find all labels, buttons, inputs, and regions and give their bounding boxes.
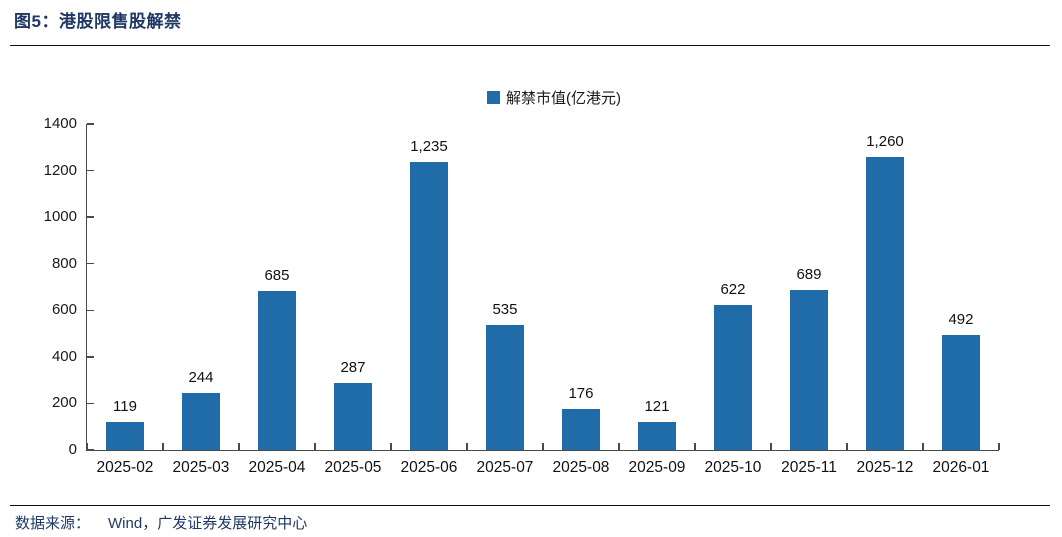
bar: [182, 393, 220, 450]
x-axis-category-label: 2025-10: [704, 459, 762, 476]
x-axis-category-label: 2025-09: [628, 459, 686, 476]
y-axis-tick: [87, 216, 94, 218]
bar-value-label: 1,235: [410, 138, 448, 156]
x-axis-category-label: 2026-01: [932, 459, 990, 476]
bar-value-label: 685: [264, 266, 290, 284]
bar: [562, 409, 600, 450]
top-divider: [10, 45, 1050, 46]
y-axis-tick-label: 1000: [43, 208, 77, 226]
y-axis-tick-label: 1200: [43, 161, 77, 179]
y-axis-tick-label: 400: [51, 347, 77, 365]
x-axis-category-label: 2025-08: [552, 459, 610, 476]
x-axis-category-label: 2025-04: [248, 459, 306, 476]
y-axis-tick-label: 800: [51, 254, 77, 272]
x-axis-category-label: 2025-06: [400, 459, 458, 476]
x-axis-tick: [238, 443, 240, 450]
y-axis-tick: [87, 309, 94, 312]
data-source-label: 数据来源：: [15, 515, 91, 532]
x-axis-category-label: 2025-03: [172, 459, 230, 476]
x-axis-category-label: 2025-05: [324, 459, 382, 476]
bar: [790, 289, 828, 450]
bar: [410, 162, 448, 450]
legend-label: 解禁市值(亿港元): [506, 90, 621, 107]
y-axis-tick-label: 200: [51, 394, 77, 412]
chart-legend: 解禁市值(亿港元): [487, 87, 621, 108]
bar-value-label: 689: [796, 265, 822, 283]
y-axis-tick: [87, 262, 94, 265]
plot-area: 0 200 400 600 800 1000 1200 1400 119 2025-02 244 20…: [44, 115, 1000, 476]
bar: [258, 290, 296, 450]
bar: [486, 325, 524, 450]
bar-value-label: 622: [720, 281, 746, 299]
bar-value-label: 176: [568, 385, 594, 403]
bar: [714, 305, 752, 450]
x-axis-category-label: 2025-02: [96, 459, 154, 476]
x-axis-tick: [770, 443, 772, 450]
x-axis-category-label: 2025-12: [856, 459, 914, 476]
x-axis-tick: [466, 443, 468, 450]
y-axis-tick: [87, 449, 94, 451]
bar: [866, 156, 904, 450]
x-axis-tick: [314, 443, 316, 450]
bar-value-label: 287: [340, 359, 366, 377]
x-axis-tick: [542, 443, 544, 450]
legend-swatch-icon: [487, 91, 500, 104]
x-axis-tick: [922, 443, 924, 450]
x-axis-tick: [618, 443, 620, 450]
bottom-divider: [10, 505, 1050, 506]
data-source: 数据来源： Wind，广发证券发展研究中心: [15, 512, 307, 533]
bar: [334, 383, 372, 450]
bar-value-label: 119: [113, 398, 137, 416]
figure-title: 图5：港股限售股解禁: [14, 12, 182, 31]
bar-value-label: 1,260: [866, 132, 904, 150]
y-axis-tick: [87, 123, 94, 125]
x-axis-tick: [694, 443, 696, 450]
y-axis-tick: [87, 402, 94, 405]
bar: [638, 421, 676, 450]
x-axis-tick: [846, 443, 848, 450]
y-axis-tick: [87, 169, 94, 172]
x-axis-category-label: 2025-07: [476, 459, 534, 476]
y-axis-tick-label: 1400: [43, 115, 77, 132]
x-axis-tick: [390, 443, 392, 450]
data-source-text: Wind，广发证券发展研究中心: [108, 515, 308, 532]
y-axis-tick: [87, 356, 94, 358]
y-axis-tick-label: 0: [68, 441, 77, 458]
bar-value-label: 535: [492, 301, 518, 319]
x-axis-category-label: 2025-11: [781, 459, 837, 476]
x-axis-tick: [162, 443, 164, 450]
x-axis-tick: [998, 443, 1000, 450]
bar: [942, 335, 980, 450]
x-axis-tick: [86, 443, 88, 450]
bar-value-label: 121: [644, 397, 670, 415]
bar: [105, 422, 144, 450]
bar-value-label: 492: [948, 311, 974, 329]
y-axis-tick-label: 600: [51, 301, 77, 319]
bar-value-label: 244: [188, 369, 214, 387]
